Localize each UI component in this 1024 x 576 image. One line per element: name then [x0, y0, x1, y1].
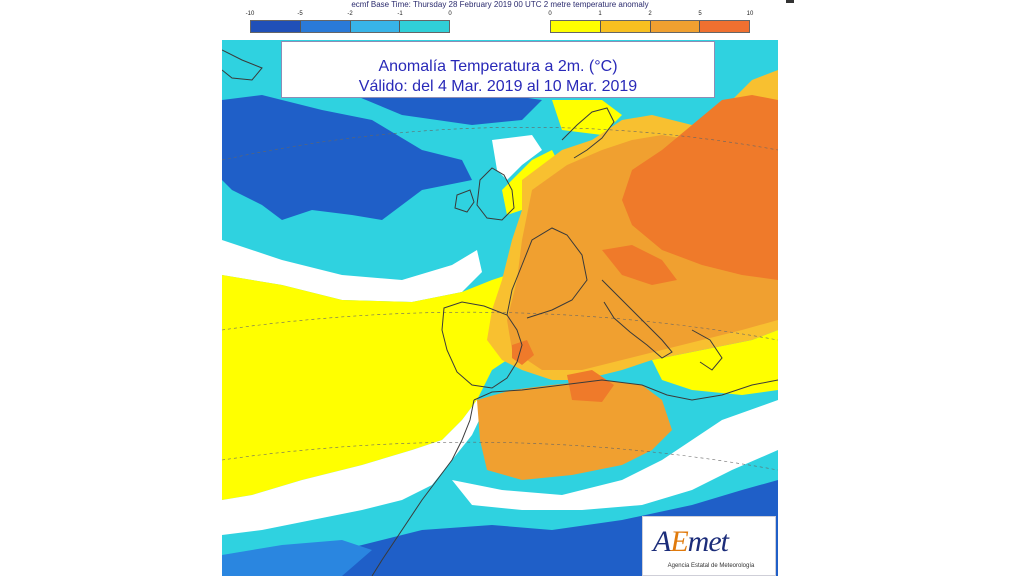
coastline-greece: [691, 329, 723, 371]
orange-north-africa: [477, 380, 672, 480]
colorbar-cold-swatch: [400, 21, 449, 32]
colorbar-cold-swatches: [250, 20, 450, 33]
coastline-north-africa: [473, 379, 778, 401]
cold-tick: -10: [245, 11, 255, 17]
map-title-box: Anomalía Temperatura a 2m. (°C) Válido: …: [281, 41, 715, 98]
coastline-ireland: [454, 189, 475, 213]
colorbar-warm-swatch: [700, 21, 749, 32]
deep-blue-region-north: [222, 95, 472, 220]
yellow-atlantic-region: [222, 270, 522, 500]
cold-tick: 0: [448, 11, 452, 17]
colorbar-cold-swatch: [251, 21, 301, 32]
white-band-coast: [492, 135, 542, 180]
colorbar-warm-swatches: [550, 20, 750, 33]
colorbar-cold: -10 -5 -2 -1 0: [246, 11, 452, 45]
aemet-logo: AEmet Agencia Estatal de Meteorología: [642, 516, 776, 576]
colorbar-warm: 0 1 2 5 10: [548, 11, 753, 45]
logo-accent: E: [670, 525, 688, 558]
map-title: Anomalía Temperatura a 2m. (°C): [378, 58, 618, 75]
logo-suffix: met: [687, 525, 729, 558]
warm-tick: 5: [698, 11, 702, 17]
coastline-britain: [476, 167, 515, 221]
warm-tick: 2: [648, 11, 652, 17]
aemet-logo-subtitle: Agencia Estatal de Meteorología: [667, 563, 755, 569]
corner-mark: [786, 0, 794, 3]
cold-tick: -5: [297, 11, 303, 17]
colorbar-warm-swatch: [650, 21, 701, 32]
map-header: ecmf Base Time: Thursday 28 February 201…: [222, 0, 778, 40]
warm-tick: 10: [746, 11, 754, 17]
warm-tick: 0: [548, 11, 552, 17]
coastline-iberia: [441, 301, 523, 389]
blue-region-southwest: [222, 540, 372, 576]
dark-orange-africa: [567, 370, 614, 402]
colorbar-cold-swatch: [300, 21, 351, 32]
coastline-africa-west: [371, 399, 475, 576]
deep-blue-region-top: [342, 90, 542, 125]
colorbar-warm-swatch: [600, 21, 651, 32]
dark-orange-italy: [602, 245, 677, 285]
graticule-line: [222, 126, 778, 161]
colorbar-warm-swatch: [551, 21, 601, 32]
aemet-logo-wordmark: AEmet: [653, 525, 729, 558]
cold-tick: -2: [347, 11, 353, 17]
base-time-caption: ecmf Base Time: Thursday 28 February 201…: [351, 0, 649, 9]
colorbar-cold-ticks: -10 -5 -2 -1 0: [246, 11, 452, 20]
yellow-east-region: [652, 330, 778, 395]
warm-tick: 1: [598, 11, 602, 17]
graticule-line: [222, 441, 778, 471]
anomaly-map-svg: [222, 40, 778, 576]
validity-period: Válido: del 4 Mar. 2019 al 10 Mar. 2019: [358, 78, 638, 95]
coastline-france: [506, 227, 588, 319]
coastline-italy: [601, 279, 673, 359]
anomaly-map: [222, 40, 778, 576]
logo-prefix: A: [653, 525, 671, 558]
white-band-north: [222, 240, 482, 302]
colorbar-warm-ticks: 0 1 2 5 10: [548, 11, 753, 20]
white-band-south: [222, 400, 484, 535]
coastline-scandinavia: [561, 107, 615, 159]
colorbar-cold-swatch: [350, 21, 401, 32]
white-band-mediterranean: [452, 400, 778, 510]
cold-tick: -1: [397, 11, 403, 17]
dark-orange-east: [622, 95, 778, 280]
coastline-greenland: [222, 49, 263, 81]
